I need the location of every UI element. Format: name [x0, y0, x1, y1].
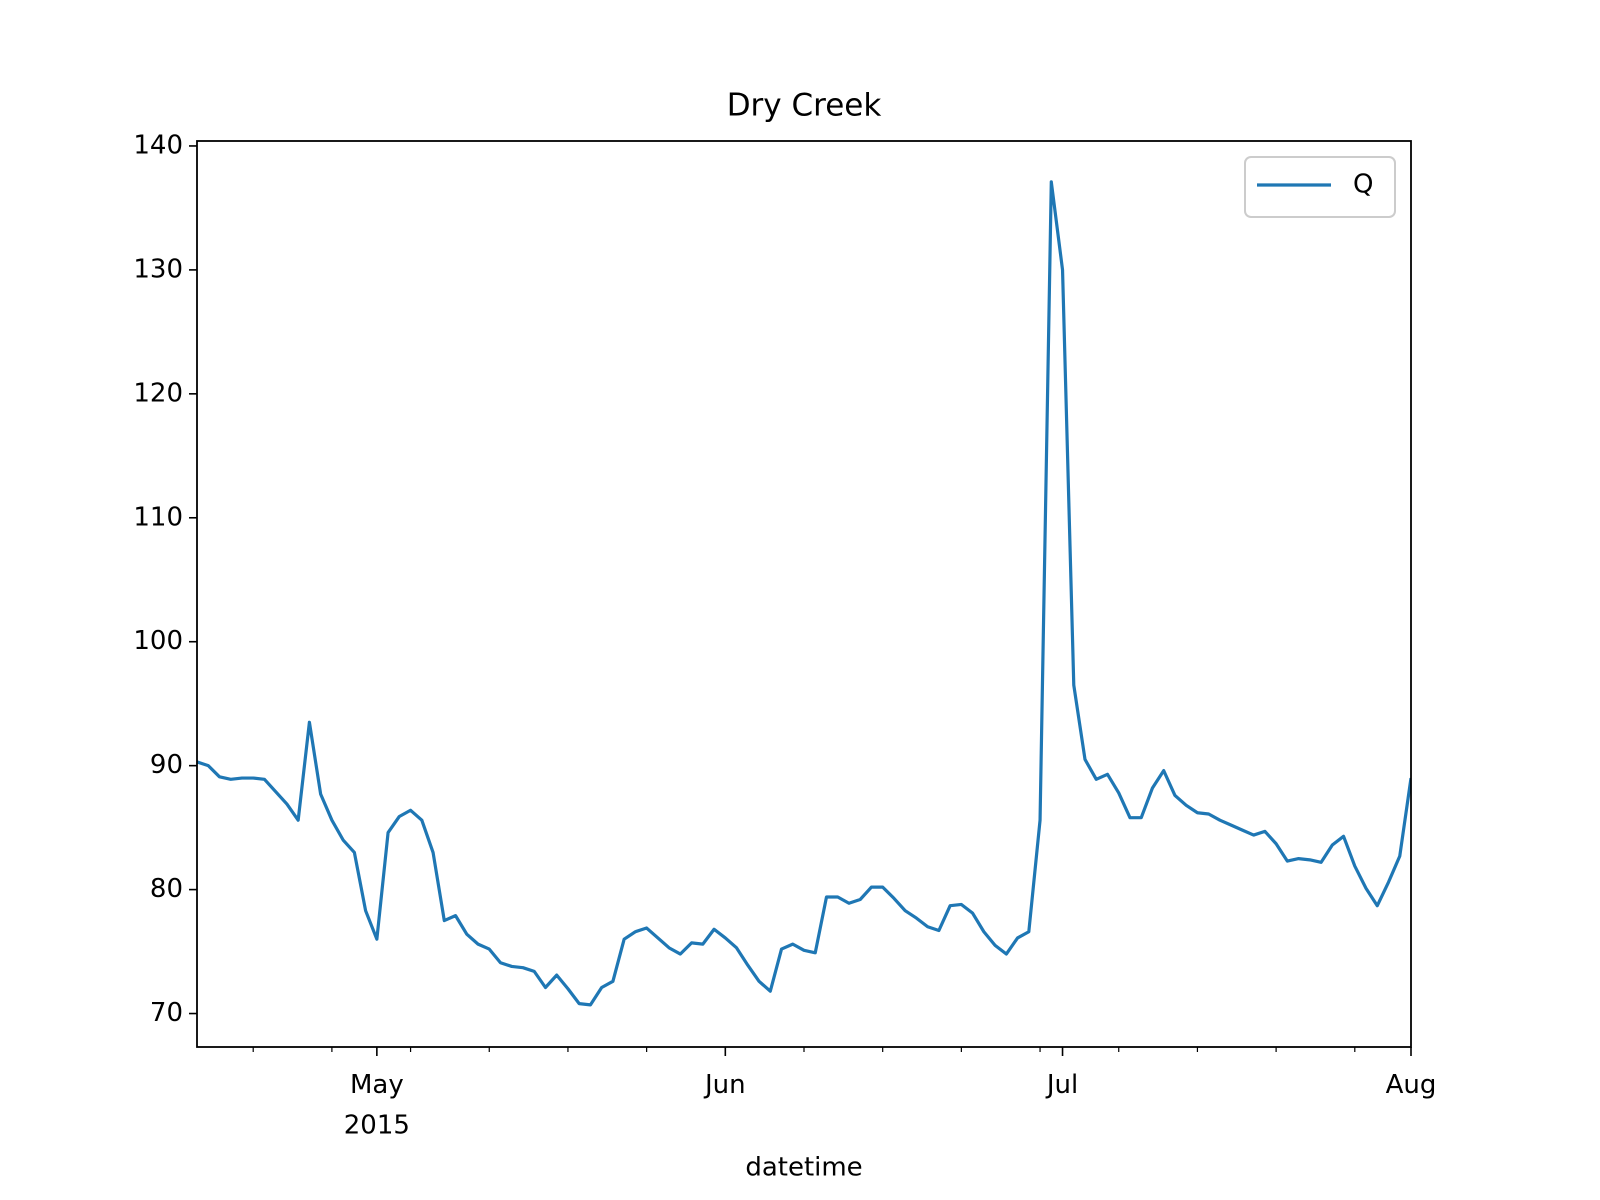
y-tick-label: 100 — [133, 626, 183, 656]
x-tick-label: May 2015 — [344, 1070, 410, 1140]
x-axis-label: datetime — [745, 1153, 862, 1183]
x-tick-label: Aug — [1386, 1070, 1437, 1100]
data-line — [197, 180, 1411, 1007]
y-tick-label: 80 — [150, 874, 183, 904]
chart-title: Dry Creek — [727, 88, 882, 124]
y-tick-label: 90 — [150, 750, 183, 780]
y-tick-label: 70 — [150, 998, 183, 1028]
legend-box — [1244, 156, 1396, 218]
x-tick-label: Jul — [1045, 1070, 1078, 1100]
y-tick-label: 110 — [133, 502, 183, 532]
y-tick-label: 140 — [133, 130, 183, 160]
y-tick-label: 130 — [133, 254, 183, 284]
y-tick-label: 120 — [133, 378, 183, 408]
plot-frame — [196, 140, 1412, 1048]
legend-label: Q — [1353, 170, 1373, 200]
x-tick-label: Jun — [703, 1070, 746, 1100]
